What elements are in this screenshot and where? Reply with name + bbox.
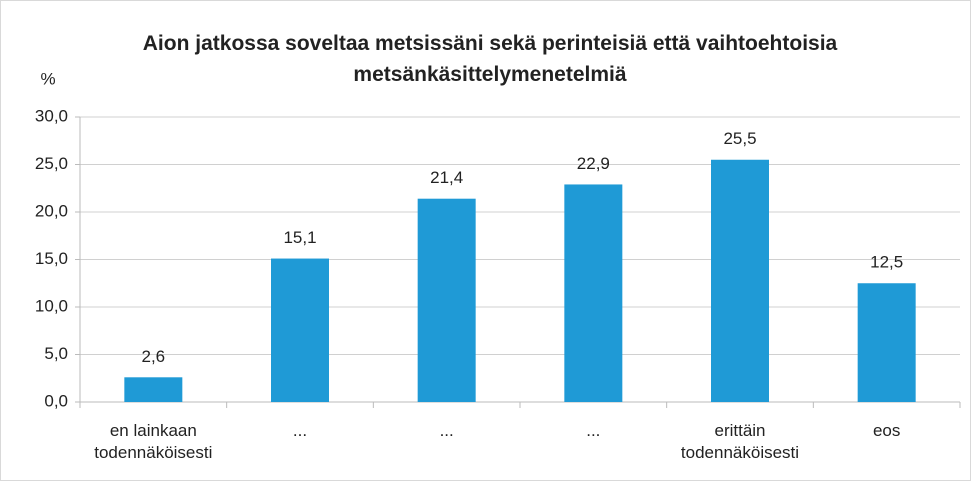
bar xyxy=(417,198,476,402)
bar xyxy=(711,159,769,402)
bar xyxy=(271,258,329,402)
x-tick-label: ... xyxy=(586,421,601,440)
data-label: 2,6 xyxy=(142,347,166,366)
y-tick-label: 15,0 xyxy=(35,249,68,268)
data-label: 15,1 xyxy=(283,228,316,247)
data-label: 12,5 xyxy=(870,253,903,272)
x-tick-label: erittäin todennäköisesti xyxy=(680,421,800,462)
data-label: 22,9 xyxy=(577,154,610,173)
x-tick-label: eos xyxy=(872,421,901,440)
y-axis-label: % xyxy=(40,69,55,88)
x-tick-label: en lainkaan todennäköisesti xyxy=(94,421,213,462)
x-tick-label: ... xyxy=(292,421,308,440)
bar xyxy=(124,377,183,402)
chart-title: Aion jatkossa soveltaa metsissäni sekä p… xyxy=(142,32,838,86)
bar xyxy=(857,283,916,402)
y-tick-label: 30,0 xyxy=(35,106,68,125)
y-tick-label: 20,0 xyxy=(35,201,68,220)
x-tick-label: ... xyxy=(439,421,454,440)
data-label: 21,4 xyxy=(430,168,463,187)
y-tick-label: 5,0 xyxy=(44,344,68,363)
bar xyxy=(564,184,623,402)
data-label: 25,5 xyxy=(723,129,756,148)
y-tick-label: 25,0 xyxy=(35,154,68,173)
y-tick-label: 10,0 xyxy=(35,296,68,315)
y-tick-label: 0,0 xyxy=(44,391,68,410)
